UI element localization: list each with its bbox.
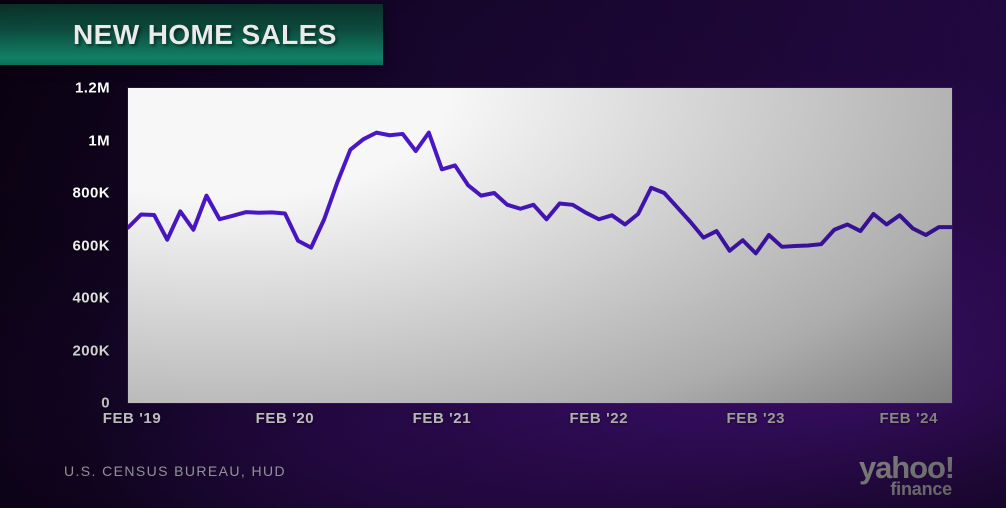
y-tick-label: 600K [72, 237, 110, 254]
y-tick-label: 200K [72, 342, 110, 359]
x-tick-label: FEB '20 [255, 410, 315, 427]
y-tick-label: 1.2M [75, 79, 110, 97]
x-tick-label: FEB '21 [412, 410, 472, 427]
yahoo-finance-logo: yahoo! finance [824, 452, 955, 498]
y-tick-label: 1M [88, 132, 110, 149]
title-banner: NEW HOME SALES [0, 4, 383, 65]
source-attribution: U.S. CENSUS BUREAU, HUD [64, 463, 287, 479]
x-tick-label: FEB '22 [569, 410, 629, 427]
x-tick-label: FEB '19 [102, 410, 162, 427]
series-line-new-home-sales [128, 130, 952, 256]
x-tick-label: FEB '24 [879, 410, 939, 427]
x-axis: FEB '19 FEB '20 FEB '21 FEB '22 FEB '23 FEB '… [0, 410, 1006, 434]
line-chart-svg [128, 130, 952, 256]
y-tick-label: 0 [101, 394, 110, 412]
page-title: NEW HOME SALES [73, 18, 337, 50]
x-tick-label: FEB '23 [726, 410, 786, 427]
y-tick-label: 400K [72, 289, 110, 307]
y-axis: 0 200K 400K 600K 800K 1M 1.2M [0, 80, 120, 412]
chart-plot-area [128, 88, 952, 403]
y-tick-label: 800K [72, 184, 110, 202]
